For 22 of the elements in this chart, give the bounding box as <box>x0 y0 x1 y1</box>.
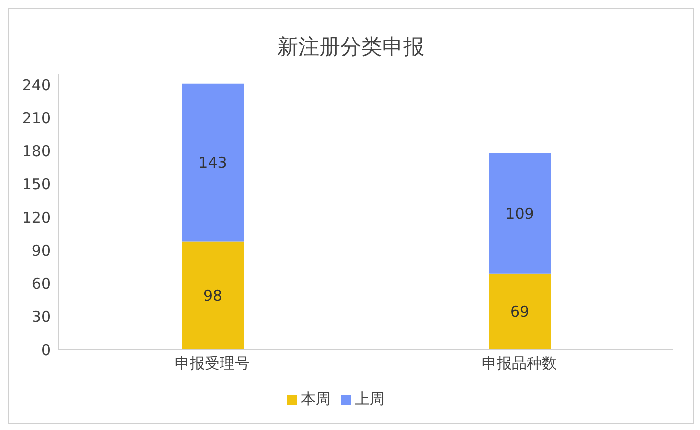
x-tick-label: 申报品种数 <box>482 354 557 373</box>
legend-label: 本周 <box>301 390 331 408</box>
x-tick-label: 申报受理号 <box>175 354 250 373</box>
legend-label: 上周 <box>355 390 385 408</box>
data-label: 109 <box>506 204 534 223</box>
bar <box>182 242 244 350</box>
bar <box>489 153 551 274</box>
y-tick-label: 120 <box>22 208 51 227</box>
y-tick-label: 210 <box>22 109 51 128</box>
data-label: 98 <box>203 287 223 306</box>
bar <box>182 84 244 242</box>
chart-title: 新注册分类申报 <box>276 34 426 61</box>
bar <box>489 274 551 350</box>
data-label: 143 <box>198 154 228 172</box>
y-tick-label: 30 <box>32 308 51 326</box>
data-label: 69 <box>510 303 530 322</box>
y-tick-label: 240 <box>22 76 51 94</box>
y-tick-label: 150 <box>22 176 51 194</box>
y-tick-label: 60 <box>32 275 51 294</box>
y-tick-label: 180 <box>22 142 51 161</box>
y-tick-label: 90 <box>32 242 51 260</box>
y-tick-label: 0 <box>41 341 51 360</box>
